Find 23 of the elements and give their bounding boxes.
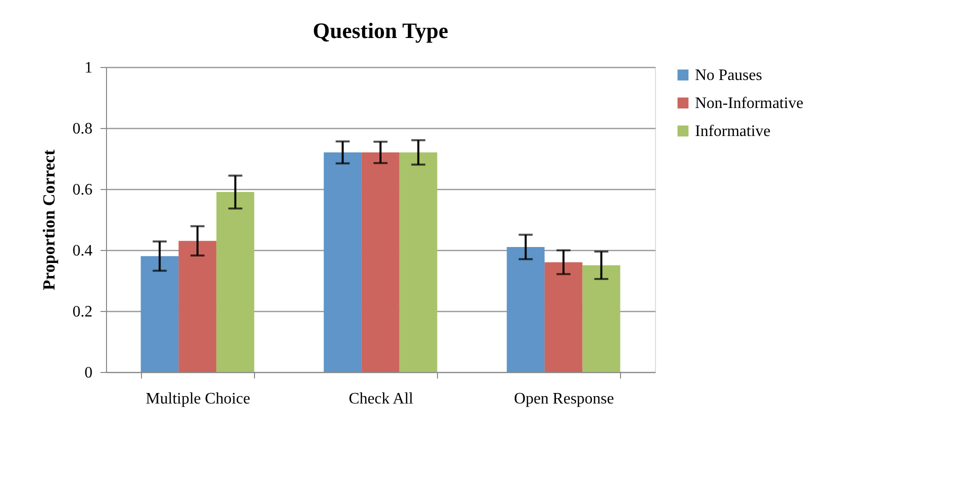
y-axis-title: Proportion Correct [40, 149, 58, 290]
bar [216, 192, 254, 372]
x-tick-label: Check All [348, 390, 414, 408]
x-tick-label: Multiple Choice [146, 390, 250, 408]
legend-label: Non-Informative [695, 95, 804, 112]
bar [178, 240, 216, 372]
legend-label: Informative [695, 123, 771, 140]
y-tick-label: 0 [84, 364, 92, 382]
legend-label: No Pauses [695, 67, 762, 84]
bar [506, 246, 545, 372]
y-tick-label: 0.8 [72, 120, 92, 138]
x-tick-label: Open Response [514, 390, 614, 408]
bar [140, 256, 179, 372]
chart-title: Question Type [312, 18, 448, 43]
y-tick-label: 0.4 [72, 242, 92, 260]
y-tick-label: 1 [84, 60, 92, 76]
bar [582, 265, 620, 372]
y-tick-label: 0.2 [72, 304, 92, 320]
bar [324, 152, 362, 372]
bar [544, 262, 582, 372]
bar [362, 152, 400, 372]
y-tick-label: 0.6 [72, 182, 92, 198]
bar [399, 152, 438, 372]
